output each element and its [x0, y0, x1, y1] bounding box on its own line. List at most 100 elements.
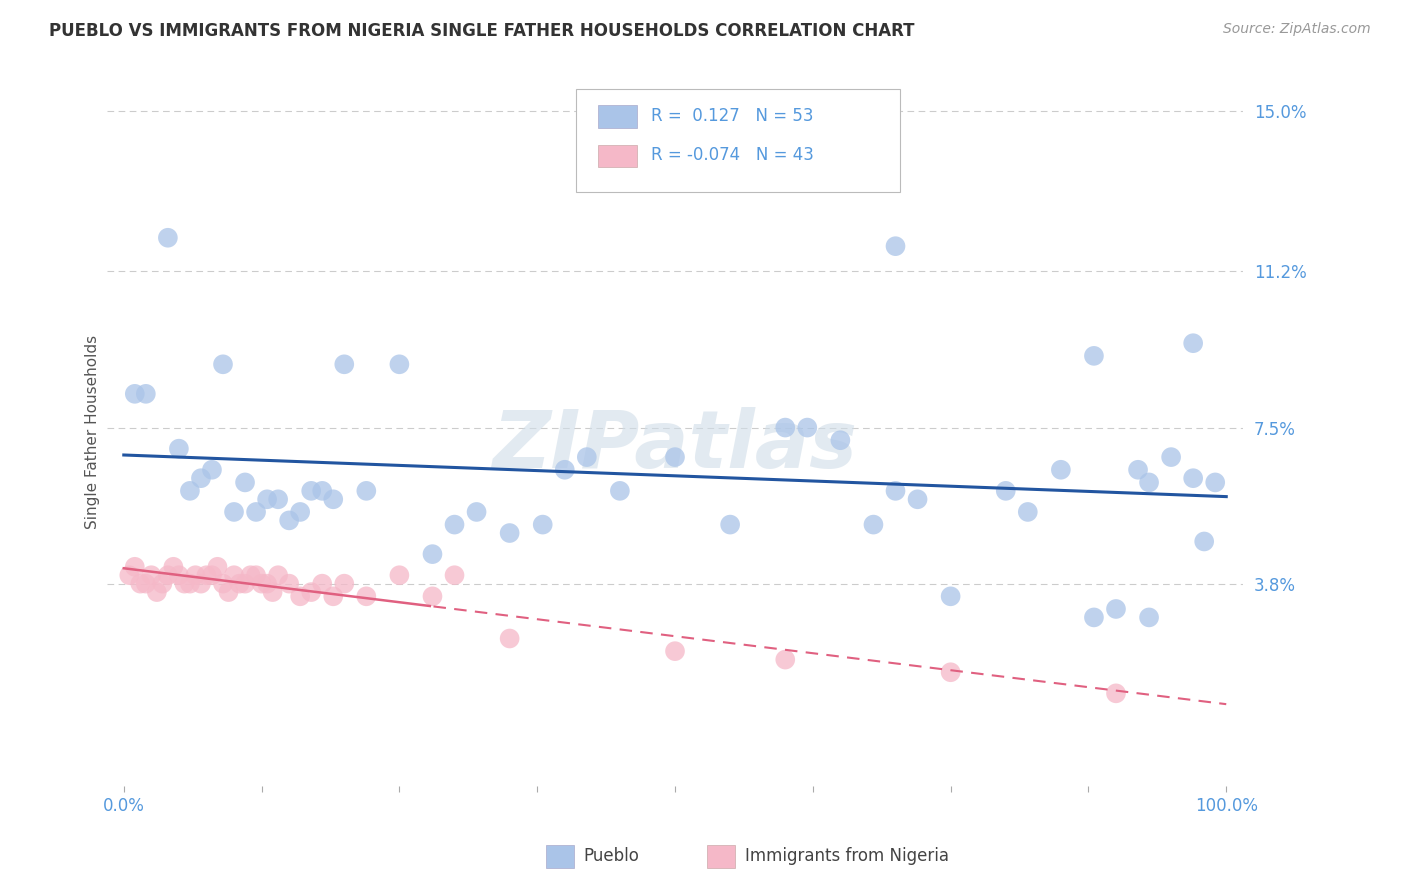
Point: [129, 576, 152, 591]
Point: [1050, 463, 1073, 477]
Point: [173, 576, 195, 591]
Point: [256, 492, 278, 507]
Point: [531, 517, 554, 532]
Point: [124, 387, 146, 401]
Point: [201, 568, 224, 582]
Point: [322, 492, 344, 507]
Point: [465, 505, 488, 519]
Point: [333, 357, 356, 371]
Point: [311, 483, 333, 498]
Point: [201, 463, 224, 477]
Point: [884, 483, 907, 498]
Point: [1182, 471, 1205, 485]
Point: [1192, 534, 1215, 549]
Point: [884, 239, 907, 253]
Point: [218, 585, 240, 599]
Point: [212, 357, 235, 371]
Point: [664, 450, 686, 464]
Point: [135, 387, 157, 401]
Point: [356, 483, 378, 498]
Text: Immigrants from Nigeria: Immigrants from Nigeria: [745, 847, 949, 865]
Point: [775, 652, 797, 666]
Point: [184, 568, 207, 582]
Point: [179, 576, 201, 591]
Point: [124, 559, 146, 574]
Point: [135, 576, 157, 591]
Point: [146, 585, 169, 599]
Point: [250, 576, 273, 591]
Text: PUEBLO VS IMMIGRANTS FROM NIGERIA SINGLE FATHER HOUSEHOLDS CORRELATION CHART: PUEBLO VS IMMIGRANTS FROM NIGERIA SINGLE…: [49, 22, 915, 40]
Point: [278, 513, 301, 527]
Point: [609, 483, 631, 498]
Point: [228, 576, 250, 591]
Text: ZIPatlas: ZIPatlas: [492, 407, 858, 485]
Point: [1204, 475, 1226, 490]
Point: [422, 590, 444, 604]
Point: [118, 568, 141, 582]
Point: [245, 568, 267, 582]
Point: [1160, 450, 1182, 464]
Point: [311, 576, 333, 591]
Text: Source: ZipAtlas.com: Source: ZipAtlas.com: [1223, 22, 1371, 37]
Point: [498, 526, 520, 541]
Point: [796, 420, 818, 434]
Point: [288, 590, 311, 604]
Text: R = -0.074   N = 43: R = -0.074 N = 43: [651, 146, 814, 164]
Point: [1083, 610, 1105, 624]
Point: [167, 568, 190, 582]
Text: Pueblo: Pueblo: [583, 847, 640, 865]
Point: [222, 505, 245, 519]
Point: [862, 517, 884, 532]
Point: [907, 492, 929, 507]
Point: [939, 665, 962, 680]
Point: [1105, 602, 1128, 616]
Point: [718, 517, 741, 532]
Point: [207, 559, 229, 574]
Point: [190, 471, 212, 485]
Point: [994, 483, 1017, 498]
Point: [222, 568, 245, 582]
Point: [195, 568, 218, 582]
Point: [422, 547, 444, 561]
Point: [150, 576, 173, 591]
Point: [156, 231, 179, 245]
Point: [322, 590, 344, 604]
Point: [267, 568, 290, 582]
Point: [239, 568, 262, 582]
Point: [233, 576, 256, 591]
Point: [262, 585, 284, 599]
Point: [554, 463, 576, 477]
Y-axis label: Single Father Households: Single Father Households: [86, 334, 100, 529]
Point: [256, 576, 278, 591]
Point: [388, 568, 411, 582]
Point: [288, 505, 311, 519]
Point: [775, 420, 797, 434]
Point: [1105, 686, 1128, 700]
Text: R =  0.127   N = 53: R = 0.127 N = 53: [651, 107, 814, 125]
Point: [162, 559, 184, 574]
Point: [498, 632, 520, 646]
Point: [267, 492, 290, 507]
Point: [939, 590, 962, 604]
Point: [388, 357, 411, 371]
Point: [1126, 463, 1149, 477]
Point: [245, 505, 267, 519]
Point: [1083, 349, 1105, 363]
Point: [356, 590, 378, 604]
Point: [1017, 505, 1039, 519]
Point: [167, 442, 190, 456]
Point: [575, 450, 598, 464]
Point: [830, 434, 852, 448]
Point: [443, 568, 465, 582]
Point: [443, 517, 465, 532]
Point: [141, 568, 163, 582]
Point: [299, 585, 322, 599]
Point: [212, 576, 235, 591]
Point: [664, 644, 686, 658]
Point: [233, 475, 256, 490]
Point: [1137, 475, 1160, 490]
Point: [156, 568, 179, 582]
Point: [278, 576, 301, 591]
Point: [190, 576, 212, 591]
Point: [299, 483, 322, 498]
